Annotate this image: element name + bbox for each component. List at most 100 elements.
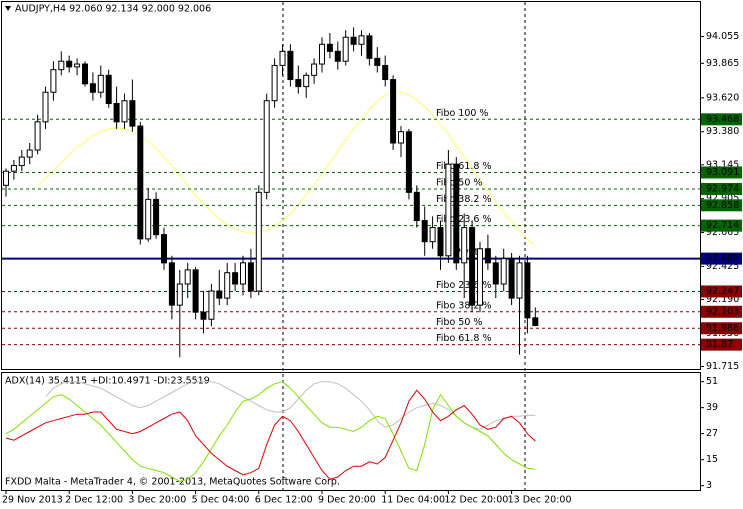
candle-body	[161, 234, 167, 264]
candle-body	[240, 262, 246, 285]
candle-body	[413, 191, 420, 222]
candle-body	[89, 83, 96, 93]
candle-body	[303, 74, 310, 88]
x-tick-label: 5 Dec 04:00	[192, 495, 250, 506]
candle-body	[405, 131, 412, 193]
candle-body	[295, 79, 302, 88]
level-text: Fibo 100 %	[436, 108, 488, 119]
y-tick-label: 92.425	[706, 261, 739, 272]
candle-body	[105, 74, 112, 105]
indicator-line	[45, 381, 536, 430]
candle-body	[247, 262, 254, 292]
candle-body	[208, 290, 215, 320]
candle-body	[477, 248, 483, 306]
candle-body	[437, 227, 444, 257]
candle-body	[200, 311, 207, 320]
candle-body	[342, 36, 349, 62]
adx-title: ADX(14) 35.4115 +DI:10.4971 -DI:23.5519	[5, 376, 210, 387]
candle-body	[461, 227, 468, 264]
y-tick-label: 93.145	[706, 159, 739, 170]
candle-body	[358, 35, 365, 45]
indicator-line	[5, 389, 536, 480]
candle-body	[366, 35, 373, 59]
x-tick-label: 6 Dec 12:00	[255, 495, 313, 506]
level-text: Fibo 50 %	[436, 317, 482, 328]
candle-body	[74, 63, 81, 68]
candle-body	[398, 131, 404, 144]
level-box	[701, 338, 742, 351]
candle-body	[445, 163, 452, 257]
x-tick-label: 11 Dec 04:00	[381, 495, 445, 506]
candle-body	[97, 74, 104, 93]
x-tick-label: 13 Dec 20:00	[508, 495, 572, 506]
candle-body	[82, 63, 88, 85]
candle-body	[492, 262, 499, 285]
y-tick-label: 92.905	[706, 193, 739, 204]
candle-body	[279, 50, 286, 66]
level-box	[701, 252, 742, 265]
candle-body	[26, 149, 33, 158]
candle-body	[184, 269, 191, 285]
level-price: 92.858	[706, 200, 739, 211]
candle-body	[216, 290, 223, 299]
y-tick-label: 51	[706, 376, 718, 387]
level-price: 93.091	[706, 167, 739, 178]
level-price: 91.986	[706, 323, 739, 334]
level-price: 92.247	[706, 286, 739, 297]
candle-body	[18, 156, 25, 167]
candle-body	[453, 163, 460, 264]
candle-body	[508, 258, 515, 299]
candle-body	[326, 43, 333, 52]
x-tick-label: 29 Nov 2013	[2, 495, 63, 506]
candle-body	[224, 272, 231, 299]
candle-body	[192, 269, 199, 313]
candle-body	[532, 317, 539, 326]
candle-body	[50, 69, 57, 93]
candle-body	[374, 57, 381, 66]
candle-body	[334, 50, 341, 62]
level-price: 92.974	[706, 183, 739, 194]
x-tick-label: 2 Dec 12:00	[65, 495, 123, 506]
candle-body	[390, 79, 397, 144]
candle-body	[516, 262, 523, 299]
level-price: 92.103	[706, 306, 739, 317]
y-tick-label: 3	[706, 480, 712, 491]
candle-body	[42, 91, 49, 123]
candle-body	[34, 121, 41, 151]
y-tick-label: 15	[706, 454, 718, 465]
candle-body	[129, 100, 136, 127]
menu-icon[interactable]	[5, 6, 11, 11]
candle-body	[255, 191, 262, 292]
candle-body	[3, 170, 9, 186]
moving-average	[37, 91, 536, 247]
level-box	[701, 322, 742, 335]
level-price: 92.714	[706, 220, 739, 231]
candle-body	[176, 283, 183, 306]
y-tick-label: 92.190	[706, 294, 739, 305]
candle-body	[153, 198, 160, 236]
indicator-line	[5, 381, 536, 482]
level-box	[701, 285, 742, 298]
candle-body	[319, 43, 325, 65]
candle-body	[168, 262, 175, 306]
candle-body	[58, 60, 65, 71]
level-price: 92.480	[706, 253, 739, 264]
annotation: FXDD Malta - MetaTrader 4, © 2001-2013, …	[5, 477, 340, 488]
candle-body	[121, 100, 128, 123]
candle-body	[469, 227, 476, 306]
level-price: 93.468	[706, 114, 739, 125]
y-tick-label: 91.715	[706, 361, 739, 372]
level-box	[701, 182, 742, 195]
level-box	[701, 199, 742, 212]
x-tick-label: 9 Dec 20:00	[318, 495, 376, 506]
main-frame	[1, 1, 701, 370]
candle-body	[287, 50, 294, 81]
adx-frame	[1, 372, 701, 491]
y-tick-label: 39	[706, 402, 718, 413]
candle-body	[382, 64, 389, 81]
candle-body	[350, 36, 357, 45]
candle-body	[137, 125, 144, 240]
level-text: Fibo 61.8 %	[436, 333, 491, 344]
